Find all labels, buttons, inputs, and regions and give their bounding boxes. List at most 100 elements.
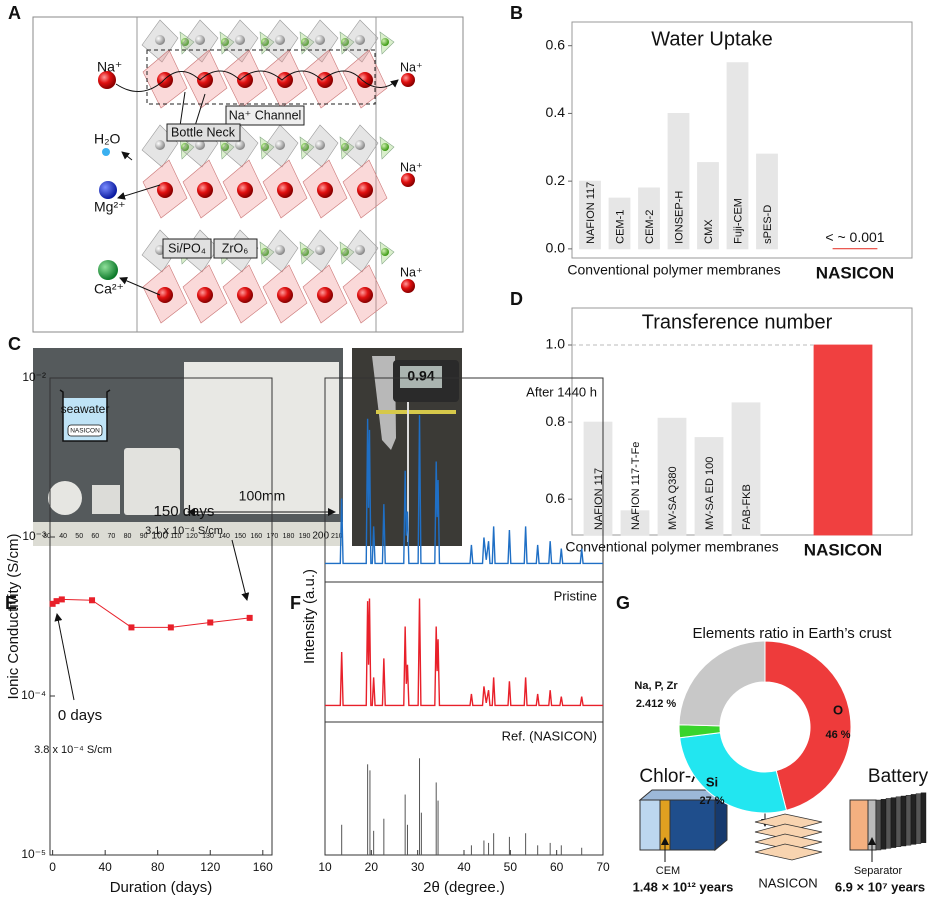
application-diagram: Chlor-Alkali CEM 1.48 × 10¹² years NASIC…: [633, 766, 929, 894]
bar: [667, 113, 690, 250]
atom-na: [277, 72, 293, 88]
category-label: NAFION 117: [585, 182, 597, 244]
ion-water: [102, 148, 110, 156]
ruler-label: 140: [218, 533, 230, 540]
ruler-label: 90: [140, 533, 148, 540]
chart-title: Transference number: [642, 311, 833, 333]
y-tick-label: 0.6: [546, 36, 566, 52]
x-tick-label: 40: [98, 860, 112, 874]
ion-na: [98, 71, 116, 89]
blocked-arrow: [117, 184, 161, 200]
anode-layer: [915, 793, 922, 844]
category-label: NAFION 117-T-Fe: [630, 442, 642, 530]
ion-label: Na⁺: [400, 265, 423, 279]
category-label: CEM-2: [644, 210, 656, 244]
atom-na: [357, 182, 373, 198]
trace-label: Pristine: [554, 588, 597, 603]
category-label: MV-SA ED 100: [704, 457, 716, 530]
ion-label: Ca²⁺: [94, 281, 124, 297]
inset-label: NASICON: [70, 428, 100, 435]
ion-na: [401, 279, 415, 293]
y-axis-label: Intensity (a.u.): [301, 569, 318, 664]
atom-na: [157, 182, 173, 198]
data-point: [207, 619, 214, 626]
anode-layer: [890, 797, 897, 848]
slice-label: Na, P, Zr: [634, 680, 678, 692]
atom-na: [317, 287, 333, 303]
annotation-arrow: [54, 613, 75, 701]
annotation: 0 days: [58, 707, 102, 724]
inset-sample: [67, 424, 103, 437]
atom-zr: [155, 35, 165, 45]
data-point: [89, 597, 96, 604]
sample-large: [184, 362, 339, 514]
atom-na: [157, 287, 173, 303]
y-tick-label: 10⁻³: [22, 529, 46, 543]
group-label: Conventional polymer membranes: [567, 262, 780, 278]
callout-box: [213, 238, 258, 259]
trace-label: After 1440 h: [526, 384, 597, 399]
atom-na: [277, 182, 293, 198]
x-tick-label: 0: [49, 860, 56, 874]
value-label: < ~ 0.001: [825, 229, 884, 245]
x-tick-label: 40: [457, 860, 471, 874]
ruler-label: 80: [124, 533, 132, 540]
panel-label: A: [8, 3, 21, 23]
ion-label: Na⁺: [97, 59, 122, 75]
x-tick-label: 20: [365, 860, 379, 874]
x-tick-label: 30: [411, 860, 425, 874]
panel-frame: [32, 16, 464, 333]
ruler-label: 200: [312, 531, 329, 542]
inset-label: seawater: [61, 402, 110, 416]
part-label: CEM: [656, 865, 680, 877]
ruler-label: 150: [234, 533, 246, 540]
slice-label: O: [833, 702, 843, 717]
atom-zr: [355, 140, 365, 150]
plot-frame: [49, 377, 273, 856]
atom-na: [317, 72, 333, 88]
atom-na: [357, 72, 373, 88]
channel-box: [146, 49, 376, 105]
ion-na: [401, 73, 415, 87]
callout-box: [162, 238, 212, 259]
atom-na: [197, 182, 213, 198]
callout-label: ZrO₆: [222, 241, 249, 255]
atom-p: [381, 143, 389, 151]
bar: [657, 417, 687, 536]
ion-mg: [99, 181, 117, 199]
ruler-label: 50: [75, 533, 83, 540]
pie-slice: [764, 640, 852, 811]
lifetime: 6.9 × 10⁷ years: [835, 879, 925, 894]
atom-zr: [235, 35, 245, 45]
battery-cathode: [849, 799, 869, 851]
battery-anode: [875, 792, 927, 851]
atom-zr: [195, 140, 205, 150]
x-tick-label: 10: [318, 860, 332, 874]
panel-label: C: [8, 334, 21, 354]
y-tick-label: 0.6: [546, 490, 566, 506]
atom-zr: [275, 140, 285, 150]
x-tick-label: 80: [151, 860, 165, 874]
panel-label: F: [290, 593, 301, 613]
x-tick-label: 50: [504, 860, 518, 874]
panel-label: B: [510, 3, 523, 23]
bar: [583, 421, 613, 536]
ruler-label: 190: [299, 533, 311, 540]
ruler-label: 130: [202, 533, 214, 540]
atom-na: [357, 287, 373, 303]
atom-zr: [195, 35, 205, 45]
atom-zr: [355, 245, 365, 255]
ruler-label: 100: [151, 531, 168, 542]
slice-label: Si: [706, 774, 718, 789]
bar: [608, 197, 631, 250]
atom-zr: [315, 140, 325, 150]
callout-label: Si/PO₄: [168, 241, 206, 255]
ruler-label: 210: [331, 533, 343, 540]
bar: [694, 437, 724, 536]
category-label: CMX: [703, 219, 715, 244]
sample-square: [92, 485, 120, 514]
chart-title: Elements ratio in Earth’s crust: [693, 625, 893, 642]
ruler-label: 120: [186, 533, 198, 540]
data-point: [246, 614, 253, 621]
